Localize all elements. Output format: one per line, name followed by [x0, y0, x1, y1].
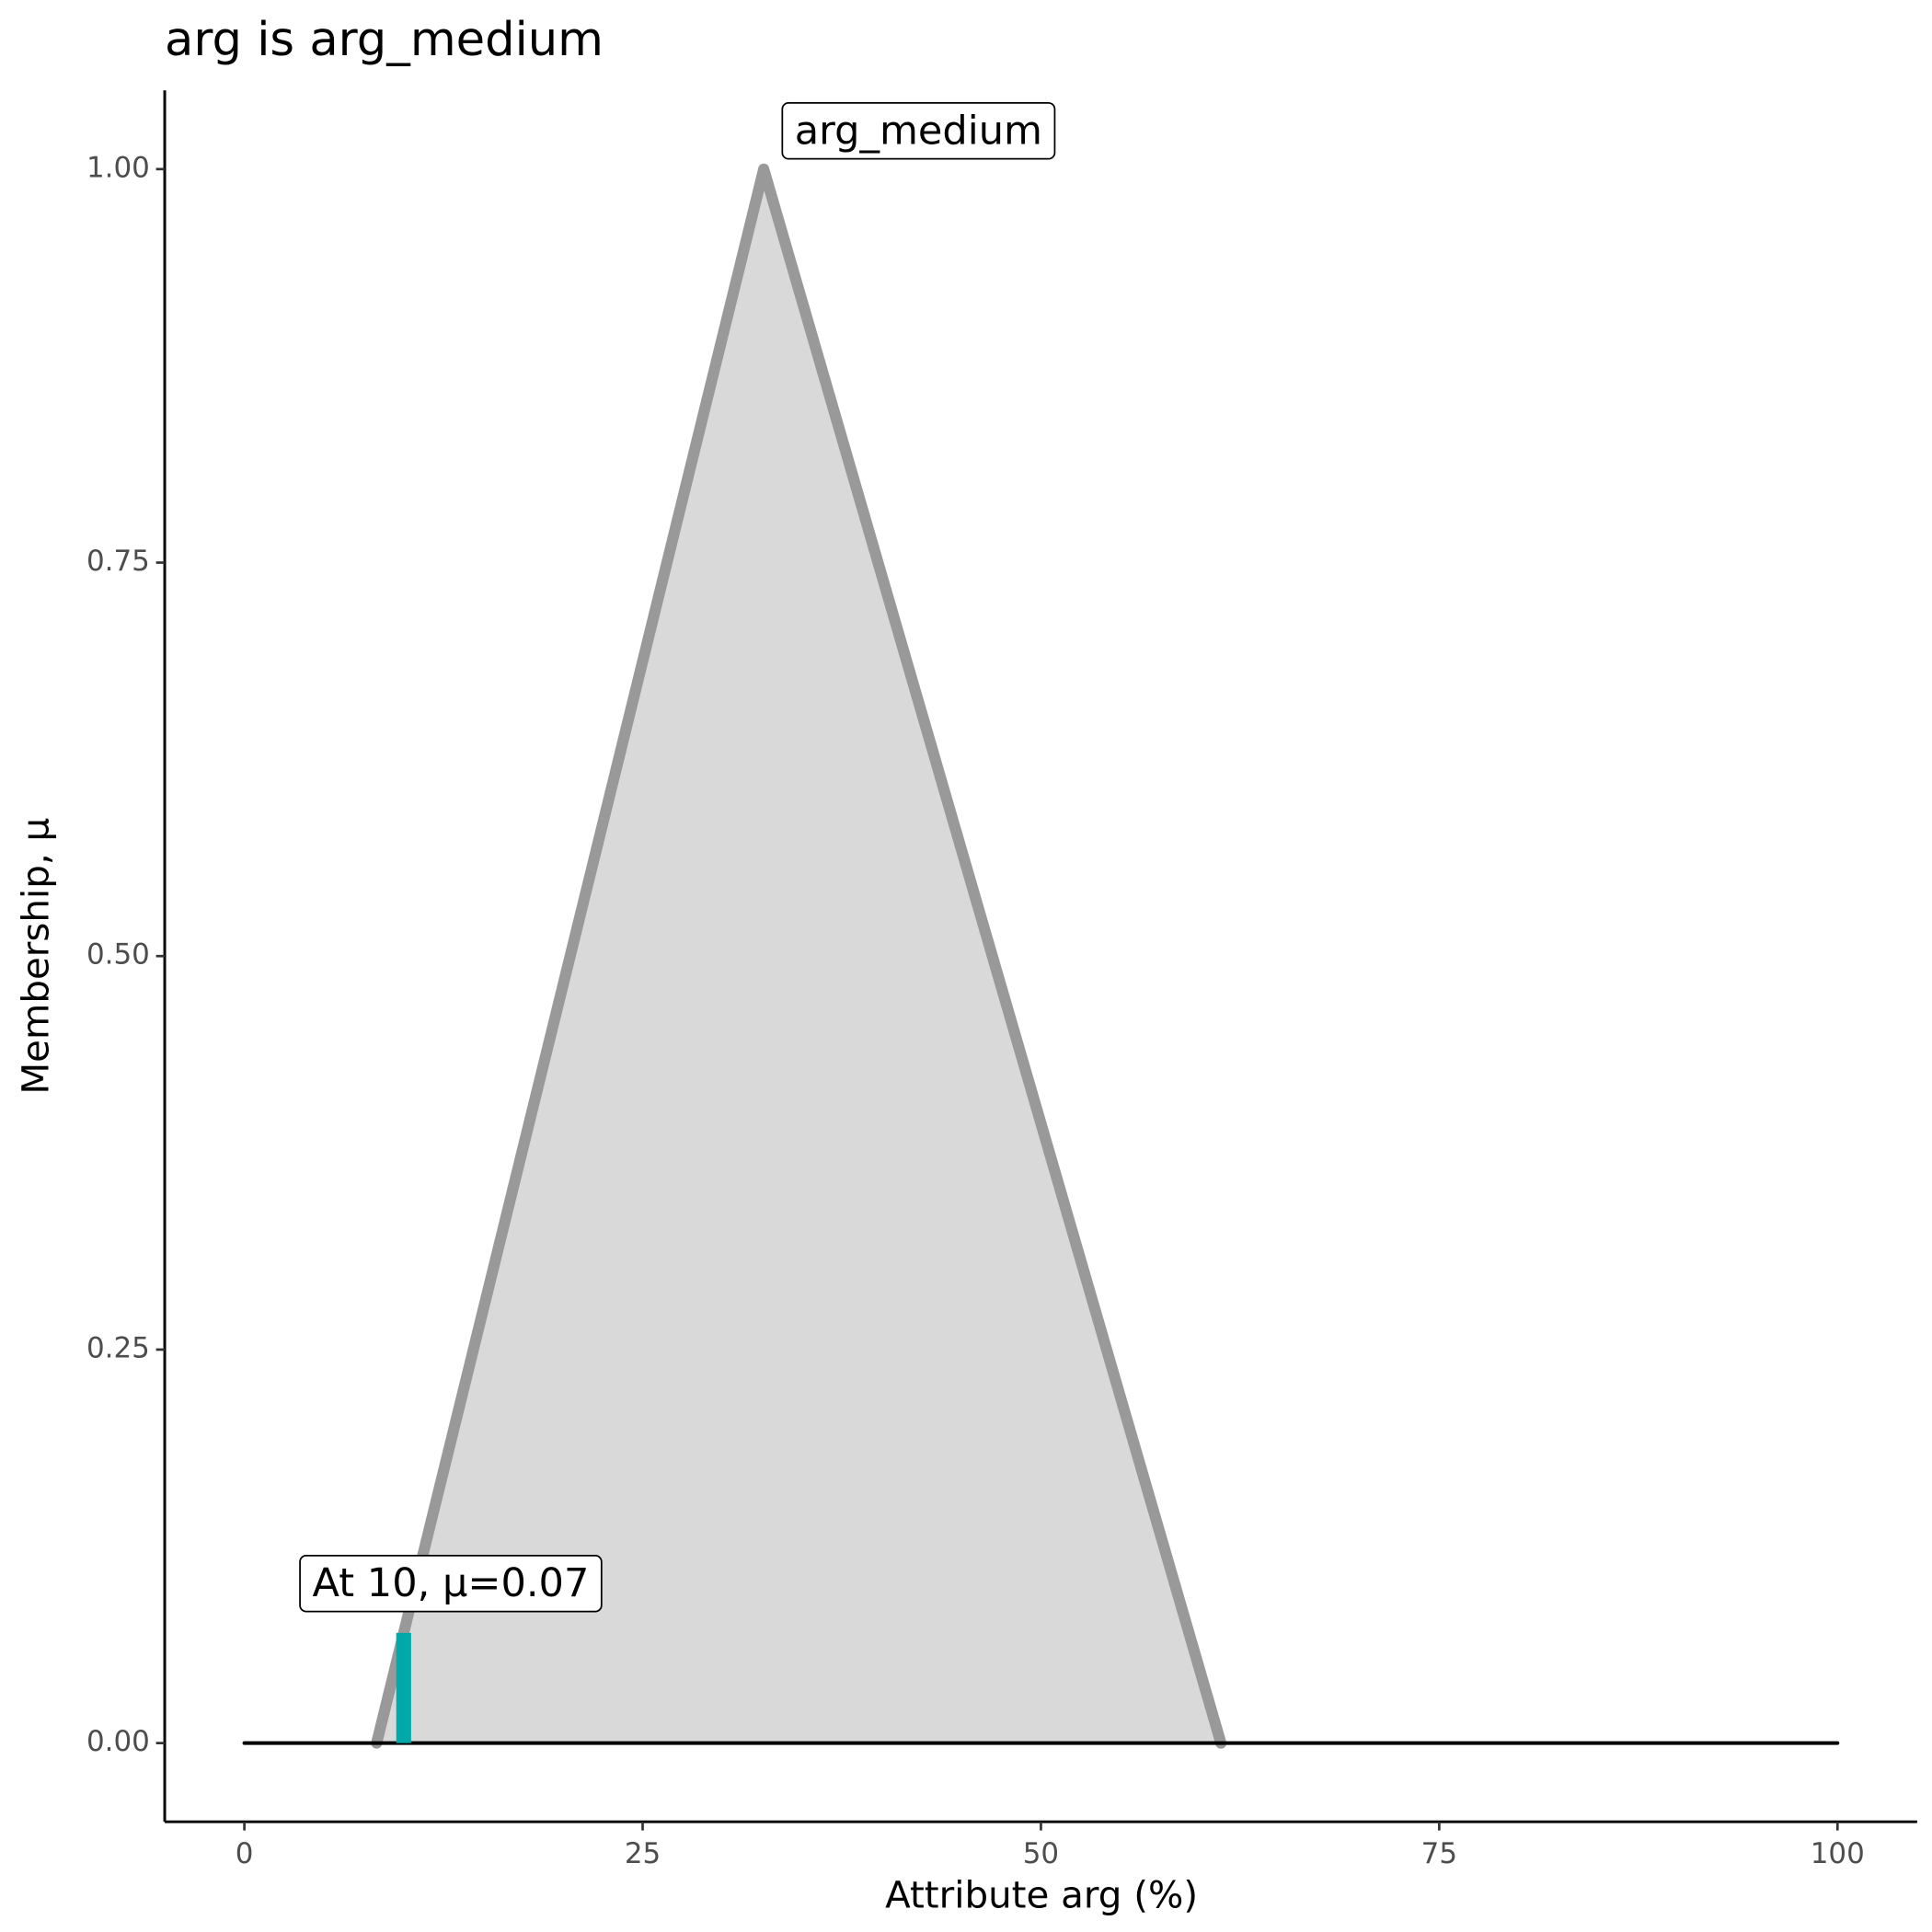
annotation-label: At 10, μ=0.07 — [313, 1560, 590, 1606]
y-tick-label: 0.50 — [86, 938, 150, 972]
line — [371, 163, 1227, 1749]
y-tick-label: 0.25 — [86, 1331, 150, 1364]
x-tick-label: 25 — [625, 1837, 661, 1870]
chart-title: arg is arg_medium — [165, 13, 604, 67]
x-tick-label: 50 — [1023, 1837, 1059, 1870]
marker-bar — [396, 1632, 411, 1743]
x-tick-label: 0 — [236, 1837, 254, 1870]
annotation-box — [299, 1554, 603, 1613]
x-tick-label: 100 — [1811, 1837, 1865, 1870]
y-axis-title: Membership, μ — [15, 818, 58, 1095]
area — [376, 168, 1222, 1743]
y-tick-label: 1.00 — [86, 151, 150, 184]
annotation-label: arg_medium — [795, 108, 1042, 154]
annotation: arg_medium — [781, 102, 1056, 160]
annotation: At 10, μ=0.07 — [299, 1554, 603, 1613]
x-tick-label: 75 — [1421, 1837, 1457, 1870]
x-axis-title: Attribute arg (%) — [885, 1873, 1198, 1916]
y-tick-label: 0.00 — [86, 1725, 150, 1758]
annotation-box — [781, 102, 1056, 160]
y-tick-label: 0.75 — [86, 545, 150, 578]
